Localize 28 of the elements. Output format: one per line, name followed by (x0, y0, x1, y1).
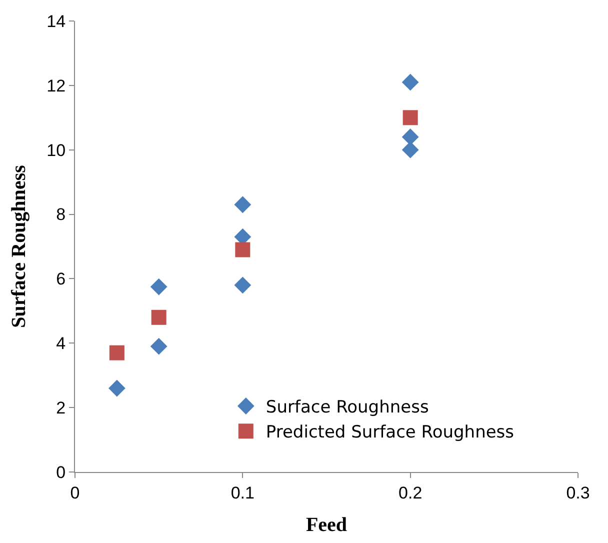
x-tick-label: 0.1 (230, 483, 254, 502)
point (109, 345, 124, 360)
y-axis-title: Surface Roughness (8, 164, 30, 328)
legend-label: Predicted Surface Roughness (266, 422, 514, 443)
point (402, 141, 419, 158)
point (108, 380, 126, 397)
y-tick-label: 0 (56, 462, 66, 482)
y-tick-label: 2 (56, 398, 66, 418)
point (402, 74, 419, 91)
point (234, 276, 252, 294)
y-tick-label: 12 (46, 76, 66, 96)
y-tick-label: 14 (46, 12, 66, 31)
y-tick-label: 10 (46, 140, 66, 160)
x-tick-label: 0.2 (398, 483, 422, 502)
y-tick-label: 6 (56, 270, 66, 289)
point (150, 338, 168, 355)
x-tick-label: 0 (70, 483, 80, 502)
y-tick-label: 4 (56, 334, 66, 354)
point (150, 278, 168, 296)
point (402, 110, 418, 126)
point (402, 128, 419, 146)
point (234, 196, 252, 214)
x-axis-title: Feed (306, 514, 348, 536)
legend-label: Surface Roughness (266, 398, 429, 418)
x-tick-label: 0.3 (566, 483, 590, 502)
point (235, 242, 250, 258)
point (151, 310, 166, 325)
y-tick-label: 8 (56, 205, 66, 224)
